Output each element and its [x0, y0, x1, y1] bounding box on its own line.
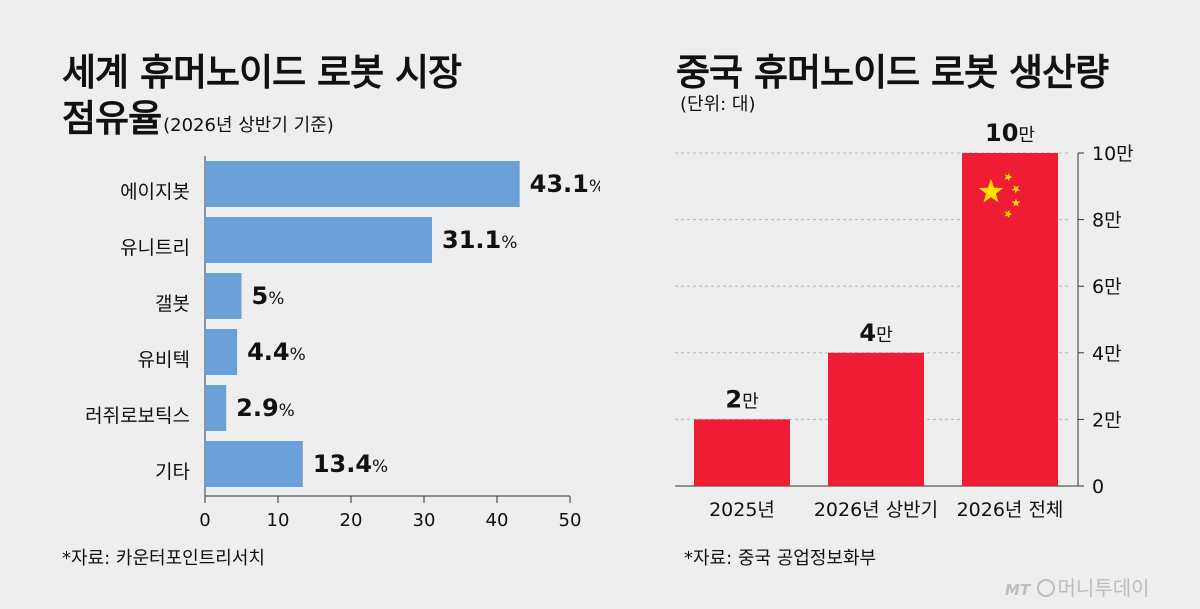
right-title: 중국 휴머노이드 로봇 생산량	[676, 51, 1109, 94]
logo-mark: MT	[1005, 581, 1031, 599]
flag-small-star-icon	[1004, 209, 1013, 219]
x-category-label: 2026년 전체	[957, 499, 1064, 521]
flag-small-star-icon	[1011, 198, 1021, 207]
production-value-unit: 만	[742, 391, 759, 412]
right-source: *자료: 중국 공업정보화부	[684, 548, 877, 569]
share-bar	[205, 385, 227, 431]
x-category-label: 2026년 상반기	[814, 499, 938, 521]
share-value-label: 2.9%	[236, 394, 295, 422]
x-category-label: 2025년	[709, 499, 775, 521]
production-value-unit: 만	[876, 325, 893, 346]
x-tick-label: 30	[413, 510, 436, 531]
x-tick-label: 0	[199, 510, 210, 531]
flag-small-star-icon	[1004, 172, 1013, 182]
left-category-label: 유니트리	[120, 237, 190, 259]
x-tick-label: 40	[486, 510, 509, 531]
logo-text: 머니투데이	[1057, 576, 1150, 600]
share-value-number: 5	[252, 282, 269, 310]
share-value-unit: %	[279, 401, 295, 421]
left-title-line2-wrap: 점유율 (2026년 상반기 기준)	[62, 88, 334, 142]
share-value-label: 4.4%	[247, 338, 306, 366]
left-category-label: 갤봇	[155, 293, 190, 315]
left-category-label: 에이지봇	[120, 181, 190, 203]
y-tick-label: 2만	[1092, 409, 1122, 431]
y-tick-label: 4만	[1092, 343, 1122, 365]
share-bar	[205, 161, 520, 207]
share-value-unit: %	[268, 289, 284, 309]
x-tick-label: 10	[267, 510, 290, 531]
production-value-label: 2만	[725, 385, 758, 413]
share-bar	[205, 329, 238, 375]
left-title-line1: 세계 휴머노이드 로봇 시장	[62, 51, 462, 94]
flag-big-star-icon	[978, 179, 1004, 203]
share-value-label: 5%	[252, 282, 285, 310]
y-tick-label: 8만	[1092, 210, 1122, 232]
share-bar	[205, 217, 433, 263]
share-value-unit: %	[290, 345, 306, 365]
share-value-number: 2.9	[236, 394, 279, 422]
x-tick-label: 50	[559, 510, 582, 531]
moneytoday-logo: MT 머니투데이	[1005, 572, 1150, 601]
share-value-label: 31.1%	[442, 226, 517, 254]
production-value-unit: 만	[1018, 125, 1035, 146]
share-bar	[205, 441, 303, 487]
flag-small-star-icon	[1011, 185, 1021, 194]
left-title-line2: 점유율	[62, 97, 162, 140]
left-category-label: 기타	[155, 461, 190, 483]
production-value-label: 4만	[859, 319, 892, 347]
x-tick-label: 20	[340, 510, 363, 531]
share-value-label: 43.1%	[530, 170, 600, 198]
production-bar	[962, 153, 1058, 486]
share-value-number: 31.1	[442, 226, 501, 254]
left-source: *자료: 카운터포인트리서치	[62, 548, 265, 569]
right-unit: (단위: 대)	[680, 94, 756, 115]
left-category-label: 러쥐로보틱스	[85, 405, 190, 427]
production-bar	[828, 352, 924, 486]
share-value-number: 13.4	[313, 450, 372, 478]
production-bar	[694, 419, 790, 486]
share-value-label: 13.4%	[313, 450, 388, 478]
production-value-number: 10	[985, 119, 1018, 147]
production-value-number: 2	[725, 385, 742, 413]
share-value-number: 43.1	[530, 170, 589, 198]
y-tick-label: 6만	[1092, 276, 1122, 298]
y-tick-label: 10만	[1092, 143, 1134, 165]
share-value-unit: %	[372, 457, 388, 477]
share-value-unit: %	[501, 233, 517, 253]
logo-circle-icon	[1036, 579, 1055, 597]
share-value-unit: %	[589, 177, 600, 197]
left-subtitle: (2026년 상반기 기준)	[163, 115, 334, 136]
production-value-number: 4	[859, 319, 876, 347]
production-value-label: 10만	[985, 119, 1035, 147]
left-category-label: 유비텍	[137, 349, 190, 371]
share-bar	[205, 273, 242, 319]
y-tick-label: 0	[1092, 476, 1104, 498]
share-value-number: 4.4	[247, 338, 290, 366]
